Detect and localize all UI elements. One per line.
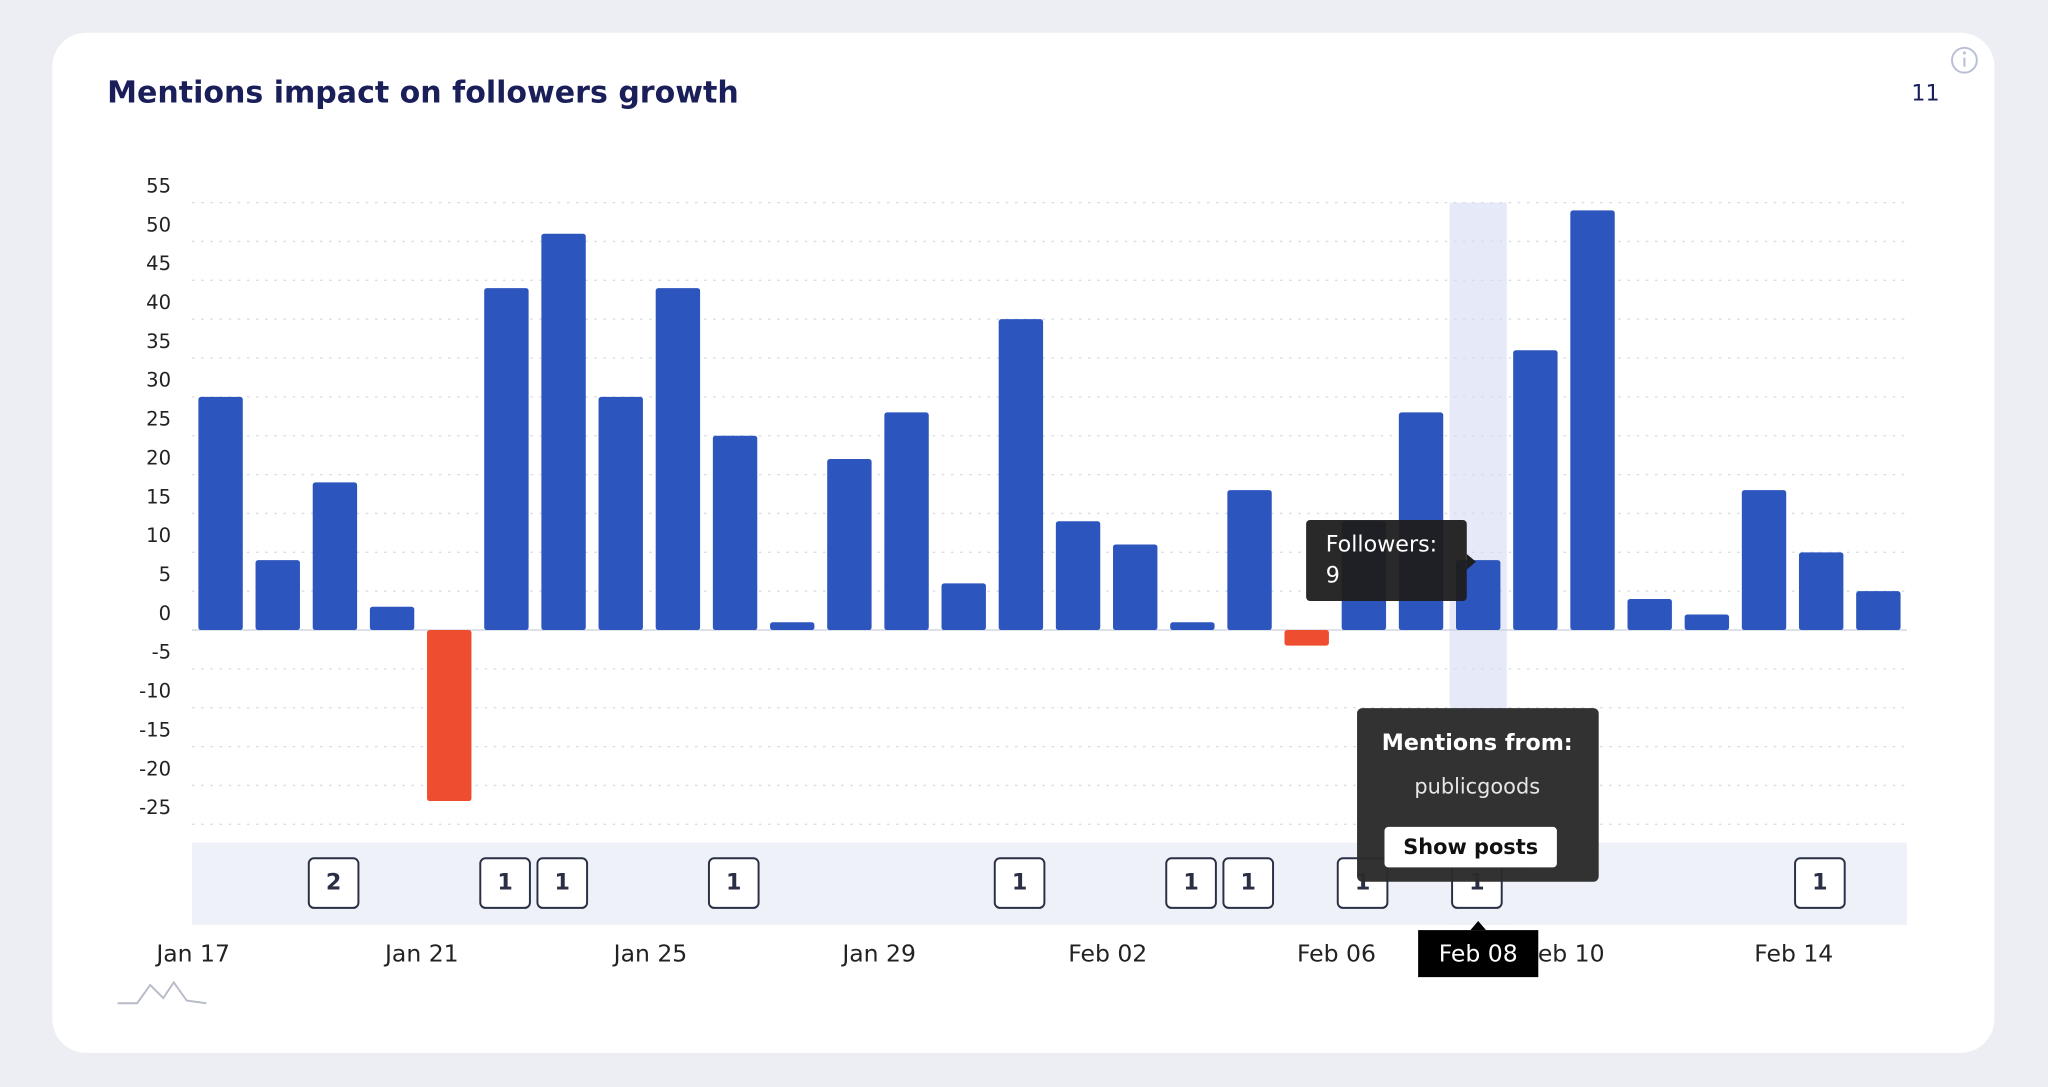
bar	[998, 319, 1044, 631]
y-tick-label: 5	[159, 563, 171, 586]
bar	[770, 622, 815, 631]
bar	[312, 482, 358, 631]
mention-count: 1	[497, 870, 512, 896]
y-tick-label: 25	[146, 408, 171, 431]
bar	[1055, 521, 1101, 631]
x-tick-label: Feb 06	[1297, 939, 1376, 967]
mention-box[interactable]	[707, 857, 760, 909]
mentions-source: publicgoods	[1414, 775, 1540, 799]
x-tick-label: Jan 17	[154, 939, 230, 967]
mentions-strip	[192, 842, 1907, 925]
mention-box[interactable]	[1794, 857, 1846, 909]
bar	[1456, 560, 1501, 631]
bar	[655, 288, 701, 631]
bar	[1798, 552, 1844, 631]
tooltip-pointer	[1466, 553, 1476, 570]
mention-box[interactable]	[993, 857, 1046, 909]
bar	[1741, 490, 1787, 631]
bar	[1627, 598, 1672, 631]
x-tick-label: Jan 21	[383, 939, 459, 967]
bar	[541, 233, 586, 631]
x-tick-label: Jan 25	[612, 939, 688, 967]
x-tick-label: Jan 29	[840, 939, 916, 967]
y-tick-label: 30	[146, 369, 171, 392]
y-tick-label: 10	[146, 524, 171, 547]
tooltip-bg	[1306, 519, 1467, 601]
bar	[1113, 544, 1158, 631]
mention-box[interactable]	[307, 857, 360, 909]
mention-count: 1	[726, 870, 741, 896]
bar	[255, 560, 300, 631]
button-bg[interactable]	[1384, 826, 1557, 868]
button-label[interactable]: Show posts	[1403, 835, 1538, 859]
x-tick-label: Feb 14	[1754, 939, 1833, 967]
tooltip-value: 9	[1326, 563, 1340, 589]
y-tick-label: -15	[139, 718, 171, 741]
y-tick-label: -5	[152, 641, 172, 664]
y-tick-label: 50	[146, 213, 171, 236]
bar	[712, 435, 758, 631]
bar	[1284, 630, 1329, 646]
mention-box[interactable]	[1222, 857, 1275, 909]
bar	[1513, 350, 1558, 631]
bar	[1570, 210, 1615, 631]
bar	[369, 606, 415, 631]
mention-box[interactable]	[479, 857, 531, 909]
y-tick-label: 0	[159, 602, 171, 625]
chart: -25 -20 -15 -10 -5 0 5 10 15 20 25 30 35 40 45 50 55 Jan …	[139, 174, 1907, 978]
y-tick-label: 20	[146, 446, 171, 469]
y-tick-label: 35	[146, 330, 171, 353]
bar	[198, 396, 243, 631]
bar	[1684, 614, 1730, 631]
mentions-tooltip-title: Mentions from:	[1382, 730, 1573, 756]
bar	[484, 288, 529, 631]
x-tick-label: Feb 02	[1068, 939, 1147, 967]
y-tick-label: -20	[139, 757, 171, 780]
mention-count: 2	[326, 870, 341, 896]
mention-count: 1	[1012, 870, 1027, 896]
bar	[1856, 591, 1901, 631]
bar	[1170, 622, 1215, 631]
mention-count: 1	[1183, 870, 1198, 896]
tooltip-label: Followers:	[1326, 531, 1437, 557]
show-posts-button[interactable]: Show posts	[1384, 826, 1557, 868]
x-tick-label: Feb 08	[1439, 939, 1518, 967]
bar	[941, 583, 986, 631]
mention-box[interactable]	[536, 857, 589, 909]
x-label-pointer	[1470, 920, 1487, 931]
mention-count: 1	[555, 870, 570, 896]
y-tick-label: 55	[146, 174, 171, 197]
info-icon[interactable]	[1951, 46, 1978, 74]
y-tick-label: 45	[146, 252, 171, 275]
bar	[1227, 490, 1272, 631]
mention-count: 1	[1241, 870, 1256, 896]
mention-count: 1	[1812, 870, 1827, 896]
logo	[117, 980, 207, 1005]
x-tick-label: Feb 10	[1526, 939, 1605, 967]
y-tick-label: -10	[139, 680, 171, 703]
bar	[884, 412, 929, 631]
bar	[598, 396, 643, 631]
card-title: Mentions impact on followers growth	[107, 76, 739, 111]
x-label-highlight	[1418, 930, 1539, 978]
mention-box[interactable]	[1165, 857, 1217, 909]
bar	[427, 630, 472, 802]
y-tick-label: 40	[146, 291, 171, 314]
bar	[827, 459, 872, 631]
count: 11	[1911, 81, 1939, 107]
y-tick-label: 15	[146, 485, 171, 508]
y-tick-label: -25	[139, 796, 171, 819]
